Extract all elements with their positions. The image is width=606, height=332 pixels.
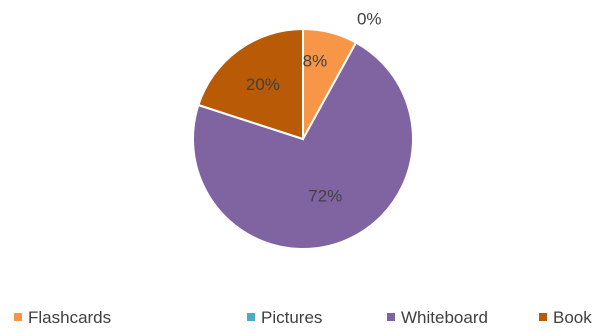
legend-item-flashcards: Flashcards: [14, 308, 111, 327]
legend-swatch-book: [539, 313, 547, 321]
legend-label-pictures: Pictures: [261, 308, 322, 327]
legend-label-flashcards: Flashcards: [28, 308, 111, 327]
legend-swatch-whiteboard: [387, 313, 395, 321]
legend: Flashcards Pictures Whiteboard Book: [14, 308, 592, 327]
legend-item-whiteboard: Whiteboard: [387, 308, 488, 327]
data-label-pictures: 0%: [357, 10, 382, 29]
pie-data-labels: 8% 0% 72% 20%: [246, 10, 382, 206]
legend-swatch-pictures: [247, 313, 255, 321]
legend-label-book: Book: [553, 308, 592, 327]
data-label-book: 20%: [246, 75, 280, 94]
data-label-whiteboard: 72%: [308, 186, 342, 205]
data-label-flashcards: 8%: [303, 52, 328, 71]
legend-swatch-flashcards: [14, 313, 22, 321]
legend-item-book: Book: [539, 308, 592, 327]
pie-slice-whiteboard: [192, 41, 414, 250]
legend-label-whiteboard: Whiteboard: [401, 308, 488, 327]
pie-slices: [192, 27, 414, 250]
legend-item-pictures: Pictures: [247, 308, 322, 327]
pie-slice-book: [197, 27, 304, 141]
